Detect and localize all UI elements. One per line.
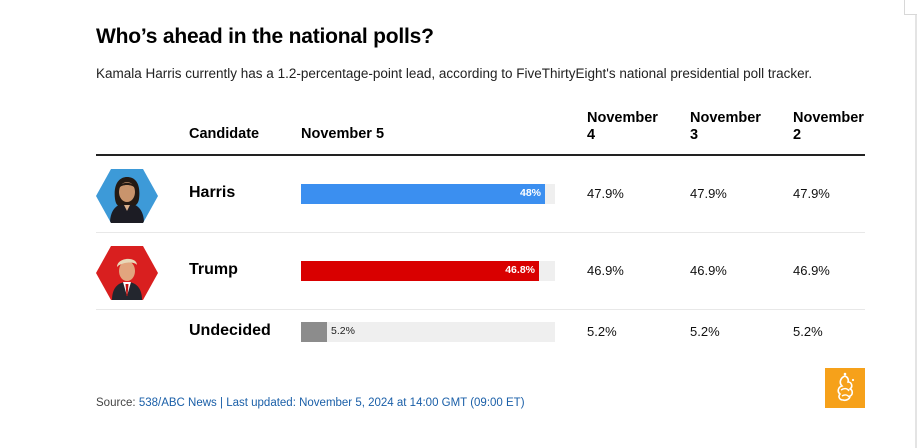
header-prior-date-3: November 2 (793, 110, 867, 144)
window-edge (915, 0, 917, 448)
trump-portrait-icon (96, 246, 158, 300)
cell-undecided-nov3: 5.2% (690, 324, 720, 339)
cell-harris-nov4: 47.9% (587, 186, 624, 201)
poll-table: Candidate November 5 November 4 November… (96, 106, 865, 386)
cell-harris-nov3: 47.9% (690, 186, 727, 201)
cell-trump-nov2: 46.9% (793, 263, 830, 278)
header-current-date: November 5 (301, 126, 385, 142)
chart-title: Who’s ahead in the national polls? (96, 25, 434, 48)
header-prior-date-1-month: November (587, 110, 658, 126)
bar-track-trump: 46.8% (301, 261, 555, 281)
header-prior-date-1: November 4 (587, 110, 667, 144)
header-candidate: Candidate (189, 126, 260, 142)
al-jazeera-logo-icon (825, 368, 865, 408)
table-header: Candidate November 5 November 4 November… (96, 106, 865, 156)
header-prior-date-3-month: November (793, 110, 864, 126)
header-prior-date-3-day: 2 (793, 127, 802, 143)
table-row-trump: Trump 46.9% 46.9% 46.9% 46.8% (96, 233, 865, 310)
bar-label-undecided: 5.2% (331, 325, 355, 337)
bar-track-undecided: 5.2% (301, 322, 555, 342)
bar-trump (301, 261, 539, 281)
source-line: Source: 538/ABC News | Last updated: Nov… (96, 397, 525, 409)
candidate-name-trump: Trump (189, 261, 238, 278)
last-updated-link[interactable]: Last updated: November 5, 2024 at 14:00 … (226, 397, 525, 409)
bar-track-harris: 48% (301, 184, 555, 204)
bar-harris (301, 184, 545, 204)
table-row-harris: Harris 48% 47.9% 47.9% 47.9% (96, 156, 865, 233)
candidate-name-harris: Harris (189, 184, 236, 201)
source-prefix: Source: (96, 397, 139, 409)
chart-subtitle: Kamala Harris currently has a 1.2-percen… (96, 66, 813, 81)
header-prior-date-2-month: November (690, 110, 761, 126)
bar-undecided (301, 322, 327, 342)
bar-label-trump: 46.8% (505, 264, 535, 276)
harris-portrait-icon (96, 169, 158, 223)
cell-undecided-nov2: 5.2% (793, 324, 823, 339)
header-prior-date-2-day: 3 (690, 127, 699, 143)
window-corner (904, 0, 917, 15)
source-separator: | (216, 397, 227, 409)
header-prior-date-1-day: 4 (587, 127, 596, 143)
header-prior-date-2: November 3 (690, 110, 770, 144)
cell-harris-nov2: 47.9% (793, 186, 830, 201)
candidate-name-undecided: Undecided (189, 322, 271, 339)
cell-undecided-nov4: 5.2% (587, 324, 617, 339)
cell-trump-nov4: 46.9% (587, 263, 624, 278)
table-row-undecided: Undecided 5.2% 5.2% 5.2% 5.2% (96, 310, 865, 386)
cell-trump-nov3: 46.9% (690, 263, 727, 278)
bar-label-harris: 48% (519, 187, 541, 199)
source-link-538[interactable]: 538/ABC News (138, 397, 217, 409)
